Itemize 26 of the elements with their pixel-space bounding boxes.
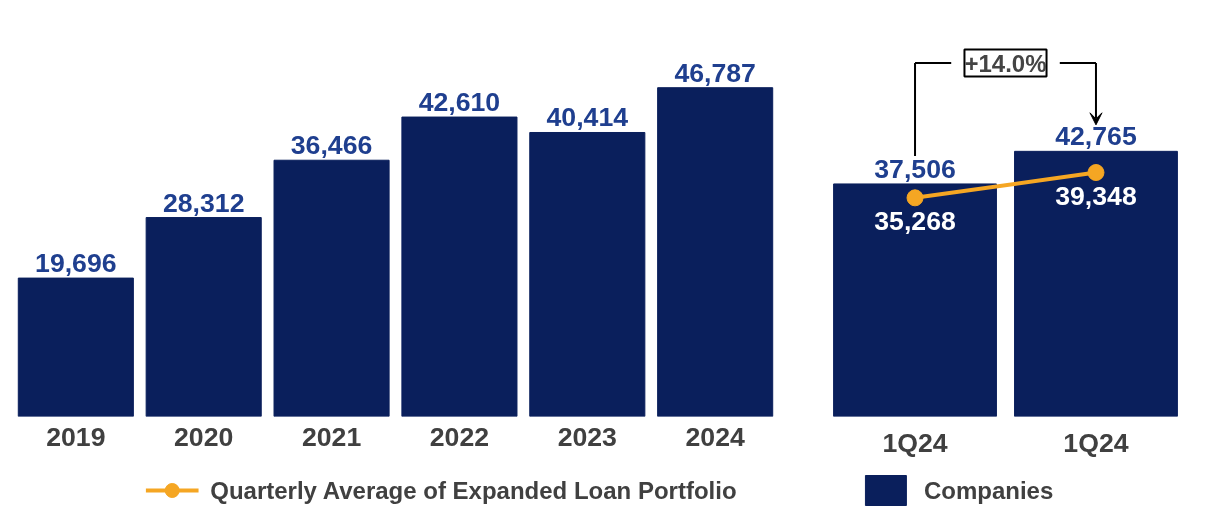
data-label: 37,506 bbox=[874, 153, 956, 184]
data-label: 40,414 bbox=[546, 102, 629, 133]
x-tick-label: 1Q24 bbox=[882, 427, 948, 458]
data-label: 42,765 bbox=[1055, 121, 1137, 152]
bar bbox=[17, 277, 134, 417]
x-tick-label: 2024 bbox=[685, 421, 745, 452]
data-label: 28,312 bbox=[162, 187, 245, 218]
x-tick-label: 2021 bbox=[301, 421, 362, 452]
data-label: 39,348 bbox=[1055, 180, 1137, 211]
x-tick-label: 2022 bbox=[429, 421, 490, 452]
data-label: 19,696 bbox=[35, 248, 117, 279]
bar bbox=[657, 87, 774, 417]
bar bbox=[529, 131, 646, 417]
x-tick-label: 2020 bbox=[174, 421, 234, 452]
bar bbox=[273, 159, 390, 417]
data-label: 35,268 bbox=[874, 205, 956, 236]
legend-label: Quarterly Average of Expanded Loan Portfolio bbox=[210, 477, 737, 504]
x-tick-label: 1Q24 bbox=[1063, 427, 1129, 458]
x-tick-label: 2019 bbox=[46, 421, 106, 452]
bar bbox=[145, 217, 262, 417]
bar bbox=[401, 116, 518, 417]
data-label: 42,610 bbox=[418, 87, 501, 118]
data-label: 46,787 bbox=[674, 57, 756, 88]
x-tick-label: 2023 bbox=[557, 421, 617, 452]
legend-label: Companies bbox=[923, 477, 1054, 504]
data-label: 36,466 bbox=[290, 130, 373, 161]
